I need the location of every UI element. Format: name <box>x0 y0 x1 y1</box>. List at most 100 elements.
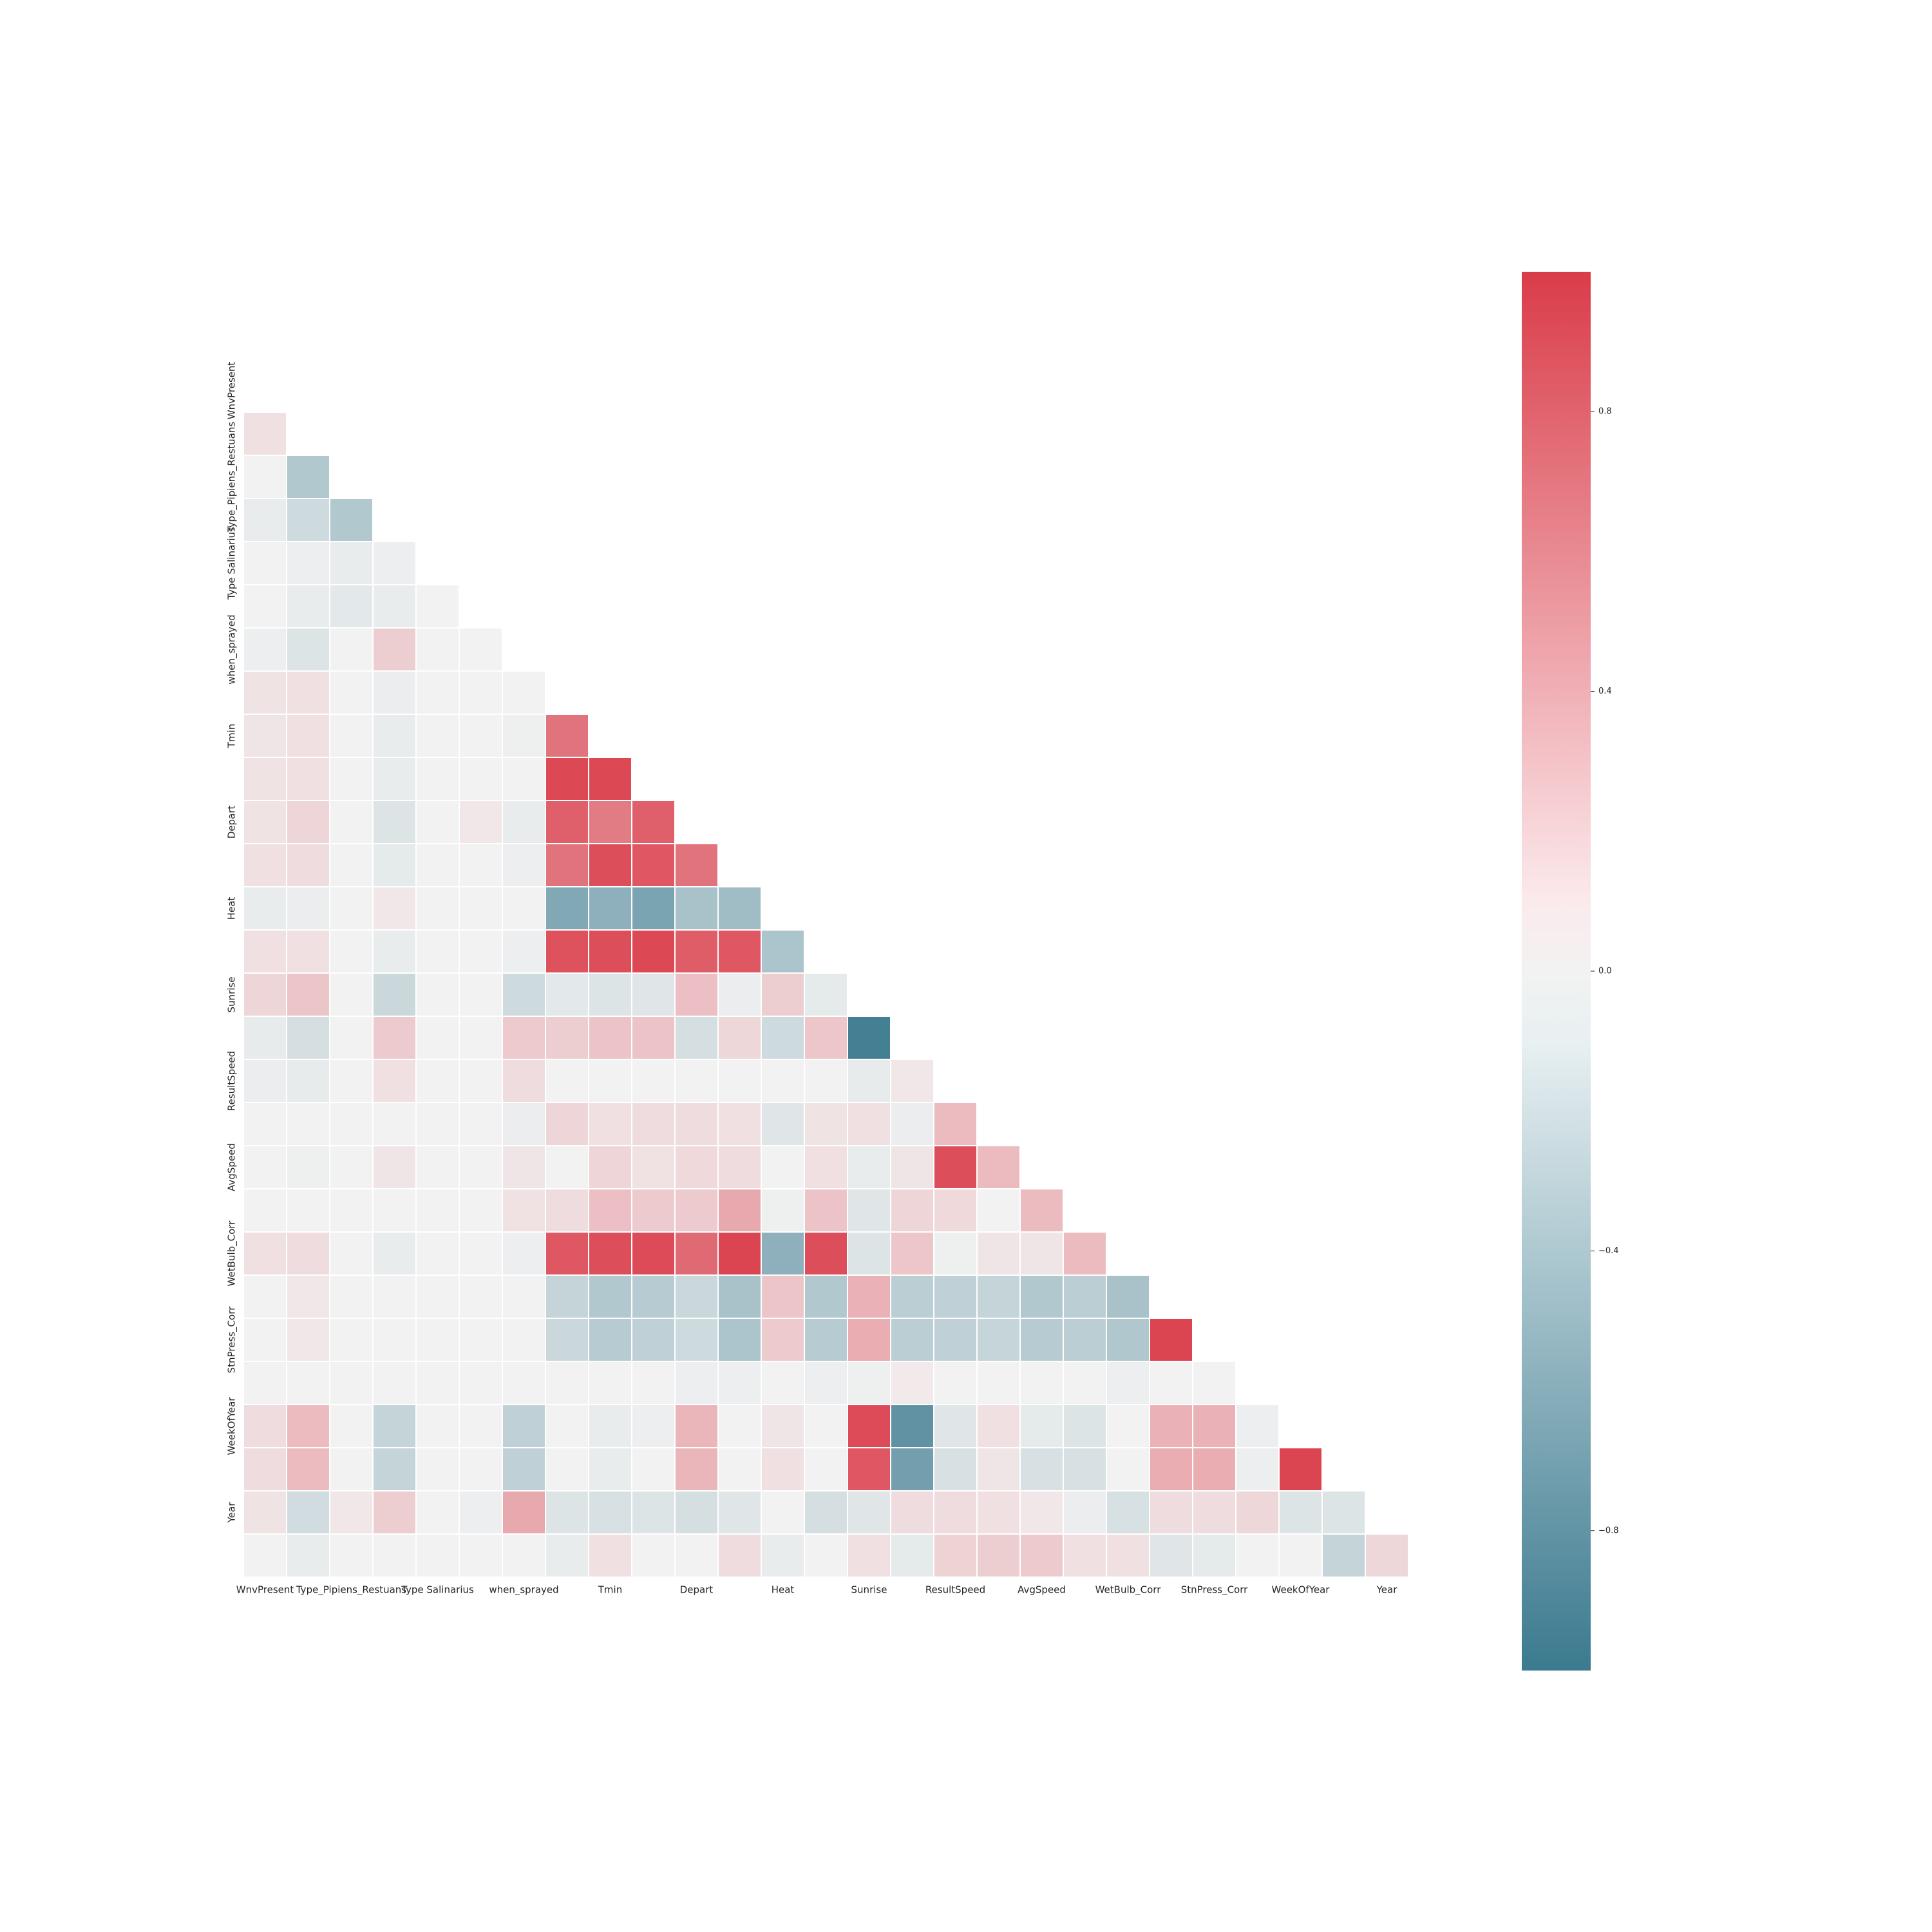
heatmap-cell-26-8 <box>588 1490 632 1535</box>
heatmap-cell-10-5 <box>459 800 503 844</box>
heatmap-cell-24-5 <box>459 1404 503 1448</box>
heatmap-cell-24-8 <box>588 1404 632 1448</box>
heatmap-cell-4-3 <box>372 541 417 585</box>
heatmap-cell-12-0 <box>243 886 287 931</box>
heatmap-cell-19-8 <box>588 1188 632 1233</box>
heatmap-cell-18-8 <box>588 1145 632 1189</box>
heatmap-cell-21-9 <box>631 1274 676 1319</box>
heatmap-cell-21-0 <box>243 1274 287 1319</box>
heatmap-cell-24-15 <box>890 1404 934 1448</box>
heatmap-cell-25-16 <box>933 1447 978 1492</box>
heatmap-cell-25-20 <box>1106 1447 1150 1492</box>
heatmap-cell-27-1 <box>286 1533 330 1578</box>
heatmap-cell-21-13 <box>804 1274 848 1319</box>
x-tick-label: when_sprayed <box>489 1584 558 1596</box>
heatmap-cell-5-1 <box>286 584 330 629</box>
heatmap-cell-25-23 <box>1235 1447 1280 1492</box>
heatmap-cell-17-5 <box>459 1102 503 1146</box>
x-tick-label: WetBulb_Corr <box>1095 1584 1162 1596</box>
heatmap-cell-17-11 <box>717 1102 762 1146</box>
heatmap-cell-25-7 <box>545 1447 589 1492</box>
colorbar-tick-labels: 0.8 0.4 0.0 −0.4 −0.8 <box>1591 407 1619 1535</box>
heatmap-cell-14-10 <box>674 972 719 1017</box>
x-tick-label: ResultSpeed <box>925 1584 985 1596</box>
heatmap-cell-24-14 <box>847 1404 891 1448</box>
heatmap-cell-19-7 <box>545 1188 589 1233</box>
heatmap-cell-24-13 <box>804 1404 848 1448</box>
heatmap-cell-9-4 <box>415 757 460 801</box>
heatmap-cell-15-7 <box>545 1016 589 1060</box>
heatmap-cell-27-7 <box>545 1533 589 1578</box>
heatmap-cell-7-0 <box>243 670 287 715</box>
heatmap-cell-24-22 <box>1192 1404 1236 1448</box>
heatmap-cell-18-11 <box>717 1145 762 1189</box>
heatmap-cell-25-6 <box>502 1447 546 1492</box>
heatmap-cell-18-7 <box>545 1145 589 1189</box>
heatmap-cell-12-8 <box>588 886 632 931</box>
heatmap-cell-27-11 <box>717 1533 762 1578</box>
y-tick-label: when_sprayed <box>226 614 238 684</box>
heatmap-cell-25-5 <box>459 1447 503 1492</box>
heatmap-cell-9-8 <box>588 757 632 801</box>
heatmap-cell-12-6 <box>502 886 546 931</box>
heatmap-cell-22-9 <box>631 1318 676 1362</box>
heatmap-cell-23-6 <box>502 1361 546 1405</box>
colorbar-tick-label: −0.4 <box>1598 1246 1619 1256</box>
heatmap-cell-11-3 <box>372 843 417 887</box>
heatmap-cell-23-15 <box>890 1361 934 1405</box>
heatmap-cell-27-2 <box>329 1533 374 1578</box>
heatmap-cell-22-3 <box>372 1318 417 1362</box>
heatmap-cell-26-14 <box>847 1490 891 1535</box>
y-tick-label: Sunrise <box>226 977 238 1013</box>
heatmap-cell-18-3 <box>372 1145 417 1189</box>
heatmap-cell-21-12 <box>761 1274 805 1319</box>
heatmap-cell-22-10 <box>674 1318 719 1362</box>
heatmap-cell-24-16 <box>933 1404 978 1448</box>
heatmap-cell-18-6 <box>502 1145 546 1189</box>
heatmap-cell-21-18 <box>1019 1274 1064 1319</box>
heatmap-cell-25-10 <box>674 1447 719 1492</box>
heatmap-cell-24-11 <box>717 1404 762 1448</box>
heatmap-cell-22-6 <box>502 1318 546 1362</box>
heatmap-cell-23-13 <box>804 1361 848 1405</box>
heatmap-cell-18-12 <box>761 1145 805 1189</box>
heatmap-cell-25-22 <box>1192 1447 1236 1492</box>
y-tick-label: WnvPresent <box>226 362 238 420</box>
heatmap-cell-17-10 <box>674 1102 719 1146</box>
heatmap-cell-11-4 <box>415 843 460 887</box>
x-tick-label: Type_Pipiens_Restuans <box>296 1584 406 1596</box>
heatmap-cell-23-19 <box>1063 1361 1107 1405</box>
heatmap-cell-23-12 <box>761 1361 805 1405</box>
heatmap-cell-23-9 <box>631 1361 676 1405</box>
heatmap-cell-26-6 <box>502 1490 546 1535</box>
heatmap-cell-11-0 <box>243 843 287 887</box>
heatmap-cell-7-5 <box>459 670 503 715</box>
heatmap-cell-26-19 <box>1063 1490 1107 1535</box>
y-tick-label: Tmin <box>226 724 238 748</box>
heatmap-cell-16-4 <box>415 1059 460 1103</box>
heatmap-cell-22-14 <box>847 1318 891 1362</box>
heatmap-cell-23-17 <box>976 1361 1021 1405</box>
heatmap-cell-16-1 <box>286 1059 330 1103</box>
heatmap-cell-19-16 <box>933 1188 978 1233</box>
heatmap-cell-24-19 <box>1063 1404 1107 1448</box>
heatmap-cell-22-16 <box>933 1318 978 1362</box>
heatmap-cell-21-19 <box>1063 1274 1107 1319</box>
heatmap-cell-6-1 <box>286 627 330 672</box>
heatmap-cell-7-4 <box>415 670 460 715</box>
heatmap-cell-24-12 <box>761 1404 805 1448</box>
heatmap-cell-18-1 <box>286 1145 330 1189</box>
heatmap-cell-21-1 <box>286 1274 330 1319</box>
heatmap-cell-23-21 <box>1149 1361 1193 1405</box>
heatmap-cell-27-3 <box>372 1533 417 1578</box>
heatmap-cell-13-3 <box>372 929 417 974</box>
heatmap-cell-9-2 <box>329 757 374 801</box>
heatmap-cell-19-13 <box>804 1188 848 1233</box>
heatmap-cell-26-21 <box>1149 1490 1193 1535</box>
heatmap-cell-11-2 <box>329 843 374 887</box>
heatmap-cell-26-18 <box>1019 1490 1064 1535</box>
heatmap-cell-1-0 <box>243 412 287 456</box>
heatmap-cell-26-16 <box>933 1490 978 1535</box>
heatmap-cell-27-0 <box>243 1533 287 1578</box>
heatmap-cell-27-17 <box>976 1533 1021 1578</box>
